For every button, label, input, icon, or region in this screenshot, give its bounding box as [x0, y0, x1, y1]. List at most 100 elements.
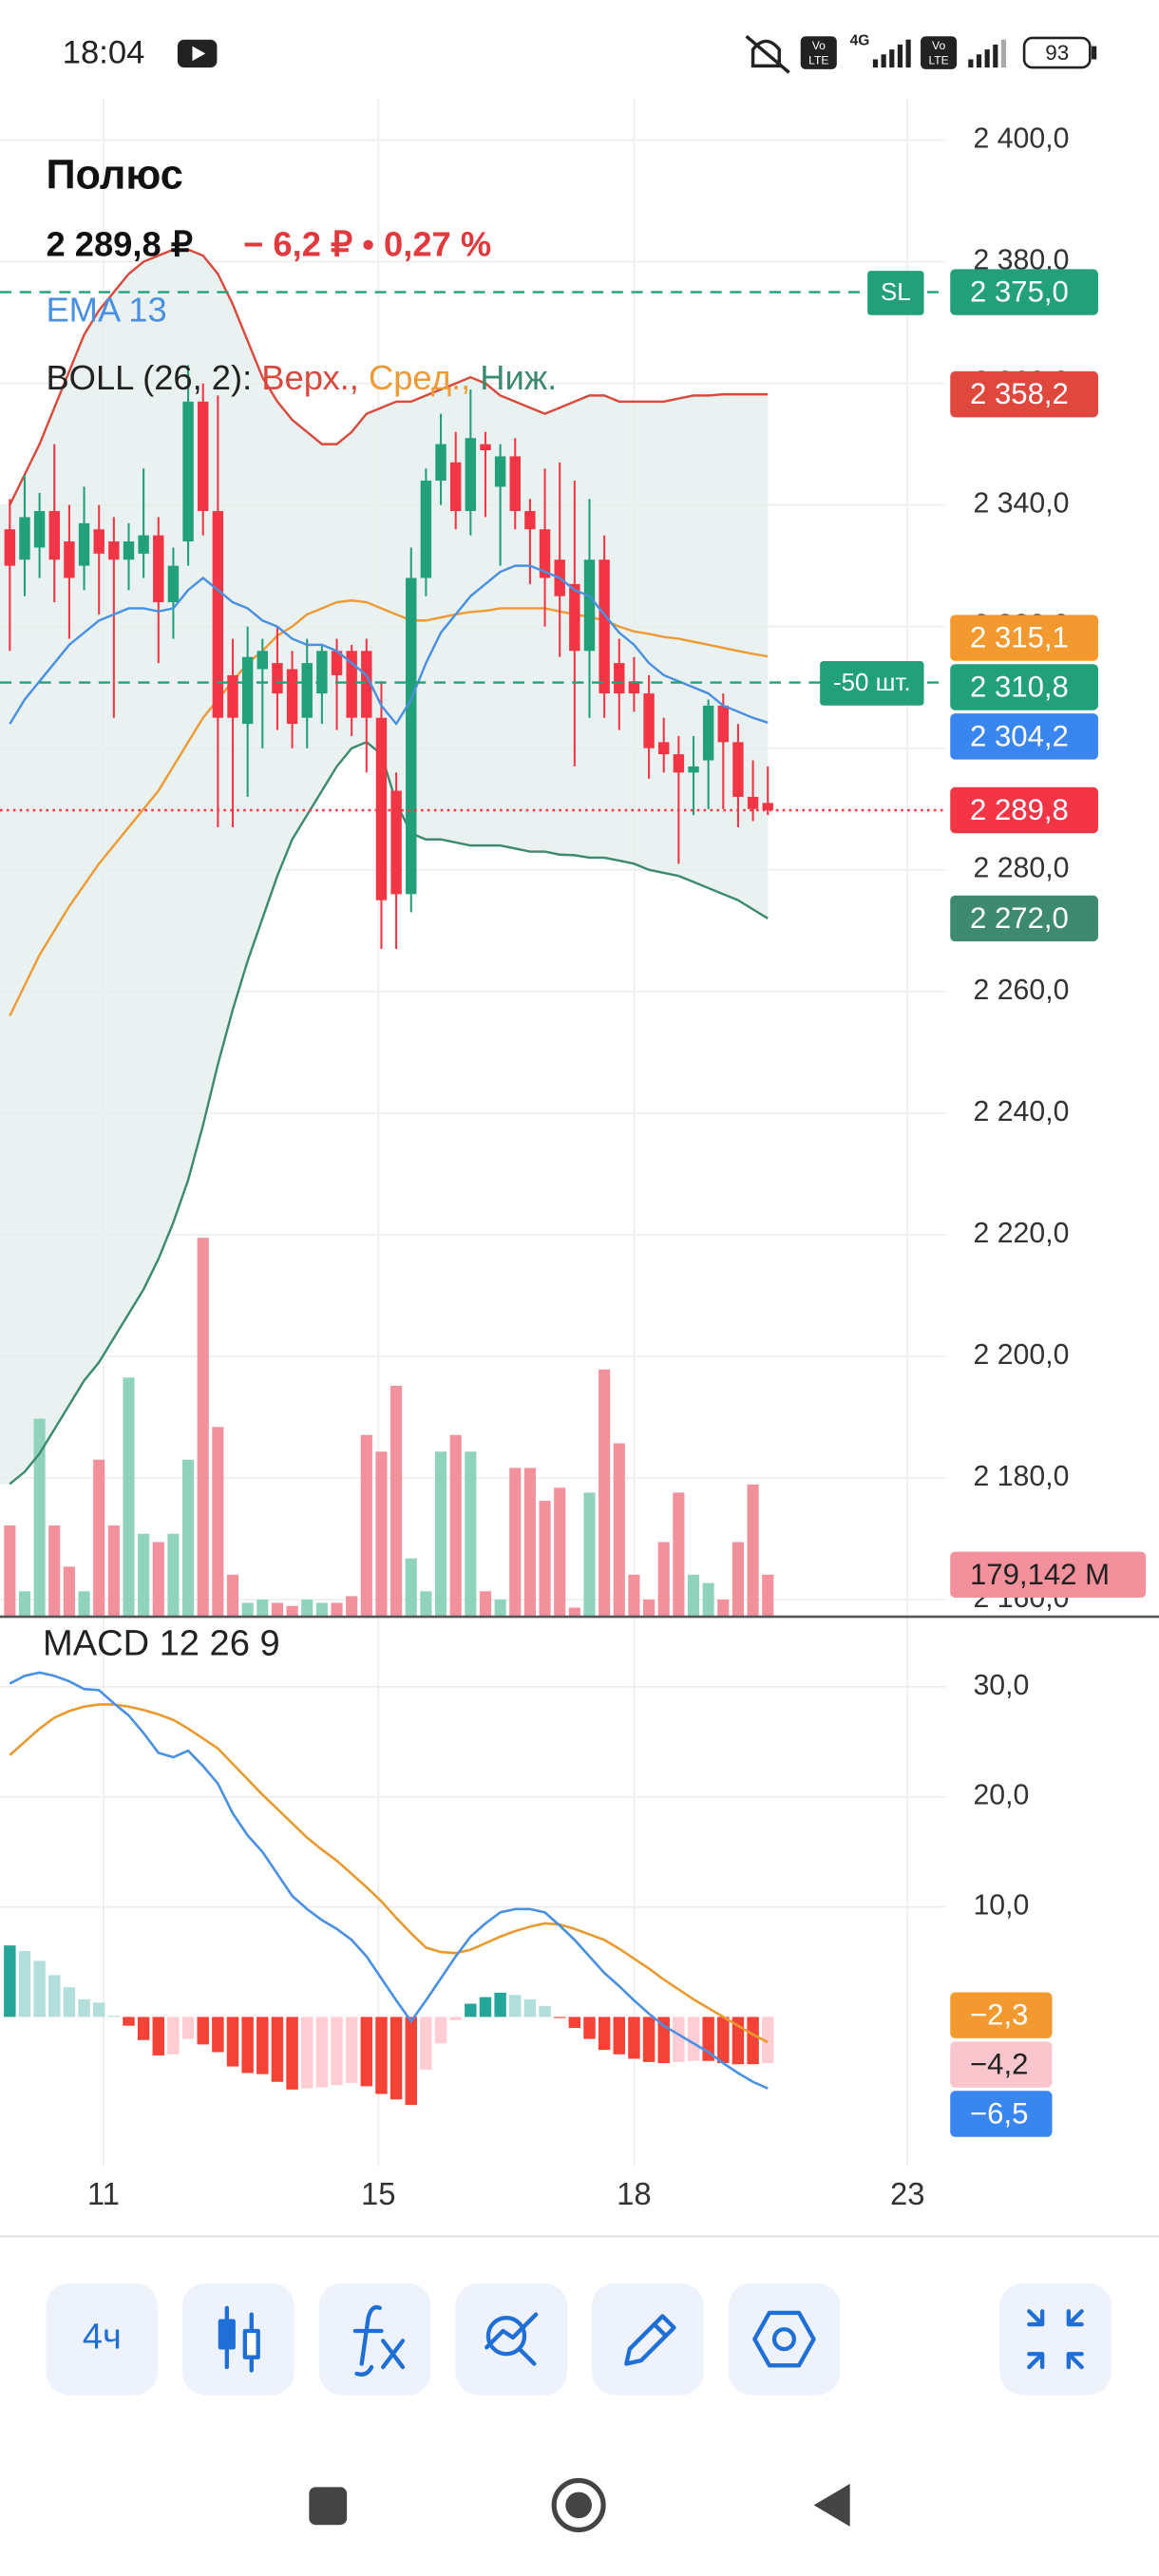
recent-apps-button[interactable]	[309, 2487, 348, 2526]
price-badge	[950, 2091, 1053, 2137]
battery-icon	[1022, 36, 1092, 69]
x-tick-label: 15	[361, 2176, 396, 2211]
histogram-bar	[598, 2017, 611, 2051]
price-plot	[0, 248, 946, 1617]
price-badge-label: 2 304,2	[970, 719, 1069, 752]
histogram-bar	[331, 2017, 343, 2086]
histogram-bar	[63, 1987, 76, 2017]
volume-bar	[197, 1238, 209, 1617]
price-badge	[950, 615, 1098, 661]
candle-body	[673, 754, 685, 773]
histogram-bar	[315, 2017, 329, 2088]
y-tick-label: 2 200,0	[973, 1339, 1069, 1371]
histogram-bar	[375, 2017, 388, 2094]
price-badge-label: −6,5	[970, 2096, 1028, 2130]
candle-body	[93, 529, 104, 554]
level-tag-label: SL	[881, 279, 911, 306]
candle-body	[301, 663, 313, 718]
histogram-bar	[673, 2017, 685, 2062]
histogram-bar	[405, 2017, 417, 2106]
histogram-bar	[465, 2003, 477, 2017]
analysis-button[interactable]	[455, 2282, 568, 2396]
histogram-bar	[241, 2017, 254, 2074]
price-badge-label: 2 358,2	[970, 377, 1069, 410]
candle-body	[316, 651, 328, 694]
candle-body	[64, 541, 75, 578]
histogram-bar	[583, 2017, 596, 2039]
candle-body	[123, 541, 135, 560]
price-badge-label: −2,3	[970, 1998, 1028, 2032]
legend-entry: Ниж.	[480, 357, 557, 396]
battery-tip	[1092, 46, 1097, 60]
volume-bar	[167, 1533, 180, 1617]
settings-icon	[752, 2310, 816, 2368]
collapse-button[interactable]	[999, 2282, 1112, 2396]
collapse-icon	[1027, 2309, 1084, 2370]
candle-body	[435, 444, 446, 482]
y-tick-label: 30,0	[973, 1670, 1029, 1701]
volume-bar	[78, 1591, 90, 1617]
candle-body	[167, 565, 180, 603]
volume-bar	[4, 1525, 16, 1617]
header: Полюс 2 289,8 ₽ − 6,2 ₽ • 0,27 % EMA 13 …	[43, 152, 557, 1663]
histogram-bar	[137, 2017, 150, 2040]
back-button[interactable]	[813, 2483, 850, 2527]
volume-badge-label: 179,142 M	[970, 1558, 1110, 1591]
battery-level: 93	[1045, 41, 1069, 65]
price-badge-label: 2 310,8	[970, 670, 1069, 703]
y-tick-label: 2 240,0	[973, 1096, 1069, 1127]
volume-bar	[420, 1591, 432, 1617]
volume-bar	[434, 1451, 447, 1617]
y-tick-label: 2 180,0	[973, 1461, 1069, 1492]
candle-body	[747, 796, 759, 809]
candle-body	[614, 663, 625, 694]
y-tick-label: 2 400,0	[973, 123, 1069, 155]
candle-body	[509, 456, 521, 512]
home-button[interactable]	[551, 2477, 606, 2532]
volume-bar	[182, 1459, 195, 1617]
histogram-bar	[539, 2005, 551, 2017]
histogram-bar	[92, 2002, 105, 2017]
volume-bar	[583, 1492, 596, 1617]
home-dot	[565, 2491, 592, 2519]
candle-body	[762, 803, 773, 810]
candle-body	[227, 674, 238, 718]
macd-plot	[4, 1671, 774, 2106]
legend-entry: Сред.,	[369, 357, 470, 396]
instrument-title: Полюс	[46, 152, 182, 198]
y-tick-label: 2 340,0	[973, 488, 1069, 520]
histogram-bar	[181, 2017, 195, 2039]
candle-body	[628, 681, 640, 694]
draw-button[interactable]	[591, 2282, 704, 2396]
volume-bar	[509, 1468, 522, 1617]
price-badge	[950, 370, 1098, 418]
candle-body	[390, 790, 402, 895]
volume-bar	[107, 1525, 120, 1617]
volume-bar	[613, 1443, 625, 1617]
volte-icon	[921, 36, 958, 69]
y-tick-label: 2 280,0	[973, 853, 1069, 884]
indicators-button[interactable]	[318, 2282, 431, 2396]
price-badges: SL -50 шт. 2 375,0 2 310,8 2 289,8 2 304,2 2 3…	[820, 269, 1147, 2137]
candle-body	[583, 559, 596, 652]
candle-body	[108, 541, 120, 560]
histogram-bar	[494, 1992, 506, 2017]
candle-body	[272, 663, 283, 694]
price-badge	[950, 713, 1098, 760]
histogram-bar	[509, 1995, 522, 2017]
candle-body	[717, 705, 730, 743]
histogram-bar	[197, 2017, 209, 2045]
chart-type-button[interactable]	[182, 2282, 294, 2396]
candle-body	[241, 656, 254, 725]
price-badge-label: 2 289,8	[970, 793, 1069, 826]
candle-body	[331, 651, 343, 675]
signal-icon	[872, 39, 911, 68]
candle-body	[465, 438, 477, 512]
volume-bar	[673, 1492, 685, 1617]
settings-button[interactable]	[728, 2282, 841, 2396]
interval-button[interactable]	[46, 2282, 159, 2396]
histogram-bar	[523, 1998, 537, 2017]
price-badge-label: 2 315,1	[970, 621, 1069, 654]
level-tag	[867, 271, 924, 315]
volume-bar	[33, 1418, 46, 1617]
